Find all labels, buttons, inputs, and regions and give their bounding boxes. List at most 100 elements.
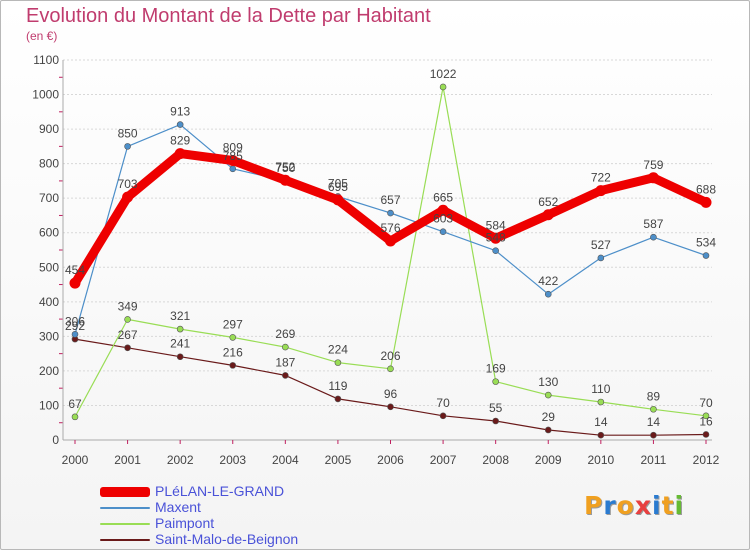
data-point — [71, 413, 79, 421]
data-point — [334, 359, 342, 366]
chart-unit-label: (en €) — [26, 29, 58, 43]
data-point — [124, 344, 131, 352]
data-label: 722 — [591, 171, 611, 185]
data-point — [439, 228, 447, 235]
y-tick-label: 200 — [39, 364, 59, 378]
data-label: 603 — [433, 212, 453, 226]
proxiti-logo: Proxiti — [584, 491, 684, 520]
data-label: 759 — [643, 158, 663, 172]
data-label-layer: 454 703 829 809 752 695 576 665 584 652 722 759 688 3… — [65, 67, 716, 429]
data-point — [124, 316, 131, 323]
axis-layer: 0 100 200 300 400 500 600 700 800 900 1000 1100 2000… — [32, 53, 719, 467]
y-tick-label: 600 — [39, 226, 59, 240]
data-label: 169 — [486, 362, 506, 376]
data-label: 750 — [275, 161, 295, 175]
data-label: 297 — [223, 317, 243, 331]
legend-label: Maxent — [155, 499, 201, 515]
y-tick-label: 1100 — [33, 53, 59, 67]
data-label: 89 — [647, 389, 661, 403]
data-label: 809 — [223, 141, 243, 155]
data-label: 269 — [275, 327, 295, 341]
x-tick-label: 2010 — [587, 453, 614, 467]
data-point — [176, 325, 184, 333]
data-point — [229, 334, 237, 341]
series-layer — [69, 83, 712, 439]
data-point — [544, 426, 552, 434]
data-point — [597, 431, 605, 439]
data-point — [492, 417, 499, 425]
data-point — [702, 412, 710, 420]
data-label: 55 — [489, 401, 503, 415]
data-point — [282, 343, 289, 351]
data-point — [597, 398, 605, 406]
x-tick-label: 2011 — [641, 453, 667, 467]
data-point — [492, 378, 499, 385]
data-label: 695 — [328, 180, 348, 194]
data-point — [71, 330, 79, 338]
data-point — [702, 252, 710, 259]
data-label: 306 — [65, 314, 85, 328]
data-point — [332, 194, 344, 206]
data-point — [387, 365, 394, 373]
data-point — [647, 172, 659, 184]
x-tick-label: 2001 — [114, 453, 141, 467]
logo-letter: i — [674, 491, 685, 520]
x-tick-label: 2012 — [693, 453, 720, 467]
data-label: 292 — [65, 319, 85, 333]
legend-label: PLéLAN-LE-GRAND — [155, 483, 285, 499]
data-point — [544, 391, 552, 399]
legend-swatch — [100, 507, 150, 509]
data-label: 422 — [538, 274, 558, 288]
data-label: 1022 — [430, 67, 457, 81]
data-point — [387, 209, 394, 217]
data-point — [69, 277, 81, 289]
data-point — [282, 372, 289, 379]
data-label: 70 — [699, 396, 713, 410]
data-point — [492, 247, 499, 254]
data-label: 206 — [380, 349, 400, 363]
data-point — [437, 204, 449, 216]
data-label: 913 — [170, 105, 190, 119]
logo-letter: i — [652, 491, 662, 520]
data-label: 216 — [223, 345, 243, 359]
data-point — [439, 412, 447, 420]
y-tick-label: 1000 — [32, 88, 59, 102]
data-label: 96 — [384, 387, 398, 401]
data-label: 576 — [380, 221, 400, 235]
data-point — [595, 185, 607, 197]
x-tick-label: 2002 — [167, 453, 194, 467]
data-label: 14 — [594, 415, 608, 429]
data-point — [702, 431, 710, 438]
y-tick-label: 400 — [39, 295, 59, 309]
data-point — [229, 362, 237, 369]
data-point — [650, 405, 657, 413]
data-label: 785 — [223, 149, 243, 163]
data-label: 584 — [486, 218, 506, 232]
x-tick-label: 2005 — [325, 453, 352, 467]
data-point — [544, 290, 552, 298]
data-label: 130 — [538, 375, 558, 389]
data-label: 267 — [118, 328, 138, 342]
data-label: 548 — [486, 231, 506, 245]
data-label: 119 — [328, 379, 347, 393]
data-label: 14 — [647, 415, 661, 429]
x-tick-label: 2000 — [62, 453, 89, 467]
x-tick-label: 2006 — [377, 453, 404, 467]
data-label: 705 — [328, 176, 348, 190]
series-line-0 — [70, 149, 711, 288]
data-point — [124, 143, 131, 150]
legend-label: Paimpont — [155, 515, 215, 531]
x-tick-label: 2007 — [430, 453, 457, 467]
data-point — [597, 254, 605, 262]
y-tick-label: 800 — [39, 157, 59, 171]
data-label: 70 — [436, 396, 450, 410]
data-point — [279, 174, 291, 186]
x-tick-label: 2009 — [535, 453, 562, 467]
x-tick-label: 2008 — [482, 453, 509, 467]
legend-swatch — [100, 539, 150, 541]
data-point — [542, 209, 554, 221]
y-tick-label: 900 — [39, 122, 59, 136]
data-point — [650, 233, 657, 241]
